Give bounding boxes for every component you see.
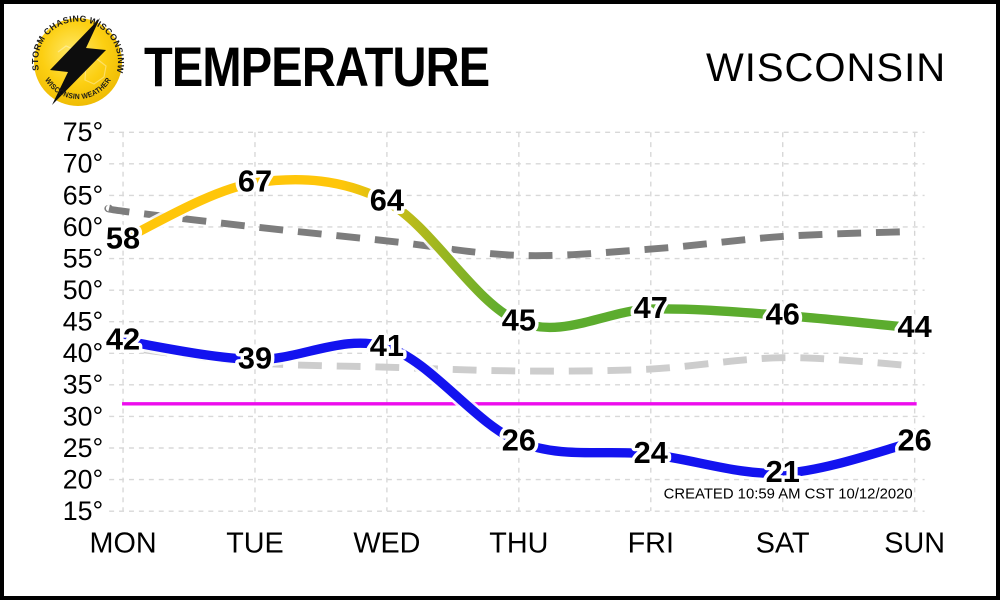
x-axis-day-label: THU	[489, 528, 548, 560]
x-axis-day-label: WED	[353, 528, 420, 560]
y-axis-tick-label: 15°	[63, 496, 103, 526]
y-axis-tick-label: 20°	[63, 465, 103, 495]
x-axis-day-label: MON	[89, 528, 156, 560]
y-axis-tick-label: 30°	[63, 401, 103, 431]
chart-series	[104, 172, 923, 481]
forecast-high-value-label: 46	[766, 297, 800, 331]
forecast-high-line	[118, 175, 920, 333]
x-axis-day-label: SAT	[756, 528, 810, 560]
x-axis-day-label: SUN	[884, 528, 945, 560]
y-axis-tick-label: 70°	[63, 149, 103, 179]
y-axis-tick-label: 55°	[63, 244, 103, 274]
forecast-high-value-label: 47	[634, 291, 668, 325]
forecast-low-value-label: 42	[106, 323, 140, 357]
forecast-high-value-label: 64	[370, 184, 404, 218]
y-axis-tick-label: 40°	[63, 338, 103, 368]
forecast-low-value-label: 21	[766, 455, 800, 489]
forecast-low-value-label: 26	[898, 424, 932, 458]
y-axis-tick-label: 75°	[63, 117, 103, 147]
chart-data-labels: 42 39 41 26 24 21 26 58 67 64 45 47 46 44	[102, 161, 935, 492]
y-axis-tick-label: 50°	[63, 275, 103, 305]
y-axis-tick-label: 45°	[63, 307, 103, 337]
forecast-low-value-label: 24	[634, 436, 668, 470]
forecast-low-value-label: 39	[238, 342, 272, 376]
y-axis-tick-label: 60°	[63, 212, 103, 242]
forecast-high-value-label: 67	[238, 165, 272, 199]
forecast-low-value-label: 41	[370, 329, 404, 363]
x-axis-day-label: TUE	[226, 528, 284, 560]
y-axis-tick-label: 35°	[63, 370, 103, 400]
y-axis-tick-label: 25°	[63, 433, 103, 463]
temperature-chart: 75°70°65°60°55°50°45°40°35°30°25°20°15°M…	[63, 117, 945, 560]
forecast-low-value-label: 26	[502, 424, 536, 458]
forecast-high-value-label: 45	[502, 304, 536, 338]
page-title: TEMPERATURE	[144, 35, 490, 98]
y-axis-tick-label: 65°	[63, 180, 103, 210]
forecast-high-value-label: 44	[898, 310, 932, 344]
created-timestamp: CREATED 10:59 AM CST 10/12/2020	[664, 486, 913, 502]
forecast-high-value-label: 58	[106, 222, 140, 256]
forecast-low-line	[118, 335, 920, 479]
region-title: WISCONSIN	[706, 46, 947, 90]
storm-chasing-logo: STORM CHASING WISCONSINWX.COM WISCONSIN …	[28, 12, 126, 106]
x-axis-day-label: FRI	[628, 528, 674, 560]
lightning-bolt-icon	[50, 18, 106, 105]
average-high-line	[104, 204, 915, 260]
